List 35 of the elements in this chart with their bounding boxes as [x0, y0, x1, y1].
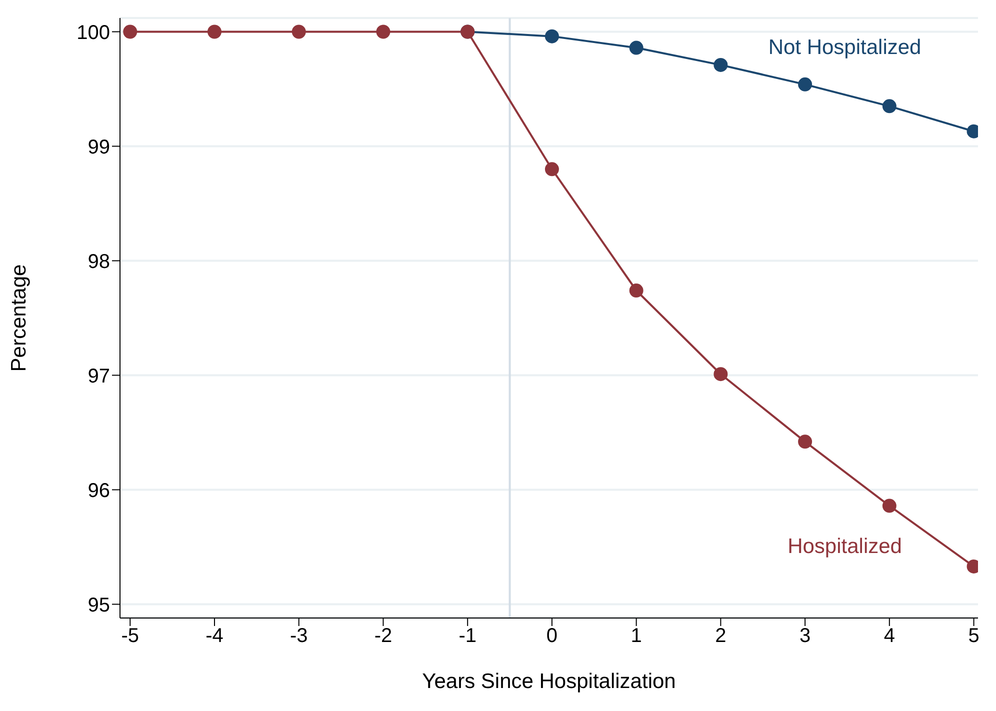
- x-tick-label: -2: [374, 625, 392, 648]
- x-tick-label: -5: [121, 625, 140, 648]
- point: [714, 367, 728, 382]
- x-tick-label: -1: [458, 625, 476, 648]
- x-tick-label: 5: [968, 625, 980, 648]
- point: [292, 24, 306, 39]
- y-axis-title: Percentage: [7, 264, 30, 372]
- point: [544, 29, 559, 44]
- y-tick-label: 97: [88, 365, 110, 388]
- point: [629, 284, 644, 298]
- x-tick-label: 4: [884, 625, 895, 648]
- y-tick-label: 96: [88, 480, 110, 502]
- y-tick-label: 99: [88, 136, 110, 158]
- point: [882, 99, 896, 114]
- y-tick-label: 95: [88, 594, 110, 616]
- point: [376, 24, 390, 39]
- point: [798, 77, 812, 92]
- point: [123, 24, 138, 39]
- x-tick-label: 0: [546, 625, 558, 648]
- series-label: Hospitalized: [788, 534, 902, 558]
- point: [882, 498, 896, 513]
- series-label: Not Hospitalized: [768, 36, 922, 59]
- point: [544, 162, 559, 176]
- x-tick-label: 2: [715, 625, 726, 648]
- x-axis-title: Years Since Hospitalization: [422, 670, 676, 693]
- x-tick-label: 3: [799, 625, 811, 648]
- x-tick-label: -4: [206, 625, 224, 648]
- x-tick-label: 1: [630, 625, 642, 648]
- point: [798, 434, 812, 449]
- y-tick-label: 98: [88, 250, 110, 273]
- point: [629, 40, 644, 55]
- x-tick-label: -3: [290, 625, 308, 648]
- y-tick-label: 100: [76, 22, 110, 44]
- point: [207, 24, 222, 39]
- point: [714, 58, 728, 72]
